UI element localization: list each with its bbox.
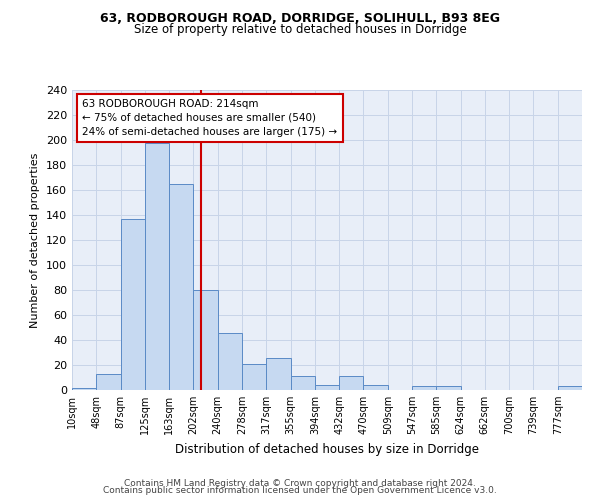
Bar [339, 376, 364, 390]
Bar [266, 358, 290, 390]
Bar [436, 386, 461, 390]
Text: Contains public sector information licensed under the Open Government Licence v3: Contains public sector information licen… [103, 486, 497, 495]
Bar [242, 364, 266, 390]
Bar [364, 385, 388, 390]
Bar [193, 290, 218, 390]
Bar [290, 376, 315, 390]
Bar [218, 332, 242, 390]
Y-axis label: Number of detached properties: Number of detached properties [31, 152, 40, 328]
Text: 63 RODBOROUGH ROAD: 214sqm
← 75% of detached houses are smaller (540)
24% of sem: 63 RODBOROUGH ROAD: 214sqm ← 75% of deta… [82, 99, 337, 137]
Bar [315, 385, 339, 390]
Bar [96, 374, 121, 390]
Bar [72, 388, 96, 390]
Text: 63, RODBOROUGH ROAD, DORRIDGE, SOLIHULL, B93 8EG: 63, RODBOROUGH ROAD, DORRIDGE, SOLIHULL,… [100, 12, 500, 26]
Bar [558, 386, 582, 390]
Bar [121, 219, 145, 390]
Bar [169, 184, 193, 390]
Text: Contains HM Land Registry data © Crown copyright and database right 2024.: Contains HM Land Registry data © Crown c… [124, 478, 476, 488]
Bar [145, 142, 169, 390]
Text: Size of property relative to detached houses in Dorridge: Size of property relative to detached ho… [134, 22, 466, 36]
X-axis label: Distribution of detached houses by size in Dorridge: Distribution of detached houses by size … [175, 442, 479, 456]
Bar [412, 386, 436, 390]
